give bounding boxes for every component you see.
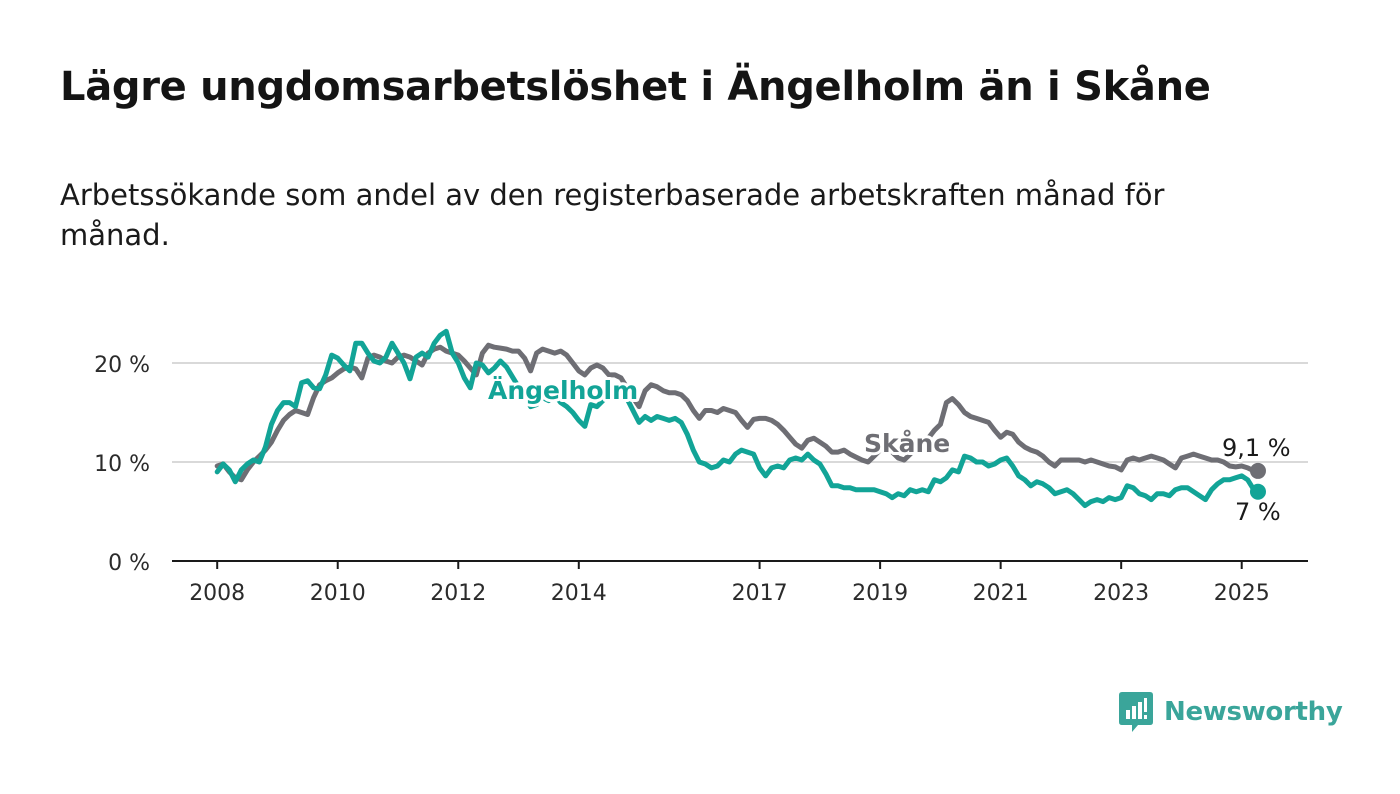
grid-lines bbox=[172, 362, 1308, 463]
series-lines bbox=[214, 328, 1266, 509]
y-axis: 0 % 10 % 20 % bbox=[94, 353, 150, 576]
x-tick-label: 2021 bbox=[973, 581, 1029, 606]
end-point-angelholm bbox=[1249, 483, 1266, 500]
newsworthy-logo: Newsworthy bbox=[1118, 690, 1343, 734]
x-tick-label: 2014 bbox=[551, 581, 607, 606]
y-tick-label: 0 % bbox=[108, 551, 150, 576]
x-tick-label: 2012 bbox=[430, 581, 486, 606]
x-tick-label: 2019 bbox=[852, 581, 908, 606]
series-label-angelholm: Ängelholm bbox=[488, 375, 638, 405]
series-labels: Ängelholm Skåne 9,1 % 7 % bbox=[485, 372, 1294, 529]
y-tick-label: 20 % bbox=[94, 353, 150, 378]
x-tick-label: 2025 bbox=[1214, 581, 1270, 606]
x-tick-label: 2017 bbox=[732, 581, 788, 606]
x-axis: 2008 2010 2012 2014 2017 2019 2021 2023 2025 bbox=[172, 560, 1308, 606]
newsworthy-logo-icon bbox=[1119, 692, 1153, 732]
page-subtitle: Arbetssökande som andel av den registerb… bbox=[60, 178, 1165, 252]
end-label-angelholm: 7 % bbox=[1235, 498, 1281, 526]
series-label-skane: Skåne bbox=[864, 429, 950, 458]
x-tick-label: 2023 bbox=[1093, 581, 1149, 606]
x-tick-label: 2010 bbox=[310, 581, 366, 606]
series-line-skane bbox=[214, 342, 1261, 483]
y-tick-label: 10 % bbox=[94, 452, 150, 477]
x-tick-label: 2008 bbox=[189, 581, 245, 606]
series-line-angelholm bbox=[214, 328, 1261, 509]
brand-name: Newsworthy bbox=[1164, 697, 1343, 727]
page-title: Lägre ungdomsarbetslöshet i Ängelholm än… bbox=[60, 64, 1211, 110]
end-point-skane bbox=[1249, 462, 1266, 479]
end-label-skane: 9,1 % bbox=[1222, 434, 1291, 462]
